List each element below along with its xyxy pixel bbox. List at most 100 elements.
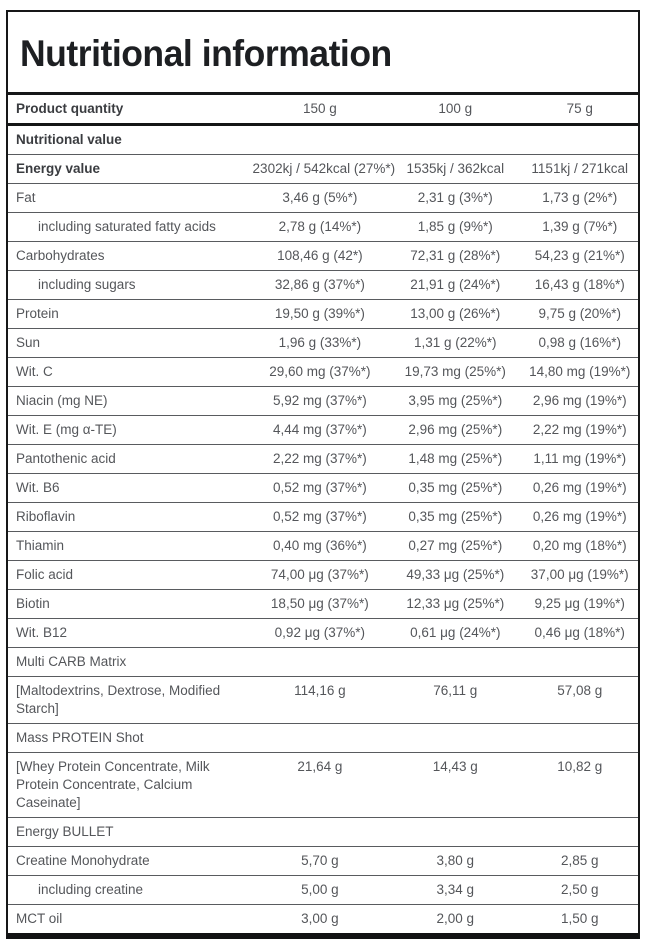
section-row: Multi CARB Matrix: [8, 648, 638, 677]
section-label: Energy BULLET: [16, 824, 114, 839]
row-value-75g: 1,50 g: [560, 911, 599, 926]
table-row: including saturated fatty acids 2,78 g (1…: [8, 213, 638, 242]
row-value-100g: 21,91 g (24%*): [410, 277, 501, 292]
table-body: Nutritional value Energy value 2302kj / 54…: [8, 125, 638, 934]
table-row: Wit. C 29,60 mg (37%*) 19,73 mg (25%*) 14,8…: [8, 358, 638, 387]
row-value-100g: 49,33 μg (25%*): [406, 567, 505, 582]
row-value-100g: 1535kj / 362kcal: [406, 161, 505, 176]
header-quantity-75g: 75 g: [566, 101, 593, 116]
row-value-150g: 5,70 g: [301, 853, 339, 868]
row-value-100g: 0,61 μg (24%*): [410, 625, 501, 640]
section-label: Mass PROTEIN Shot: [16, 730, 144, 745]
row-value-75g: 0,26 mg (19%*): [532, 509, 627, 524]
row-value-75g: 0,26 mg (19%*): [532, 480, 627, 495]
row-value-150g: 32,86 g (37%*): [274, 277, 365, 292]
table-row: Pantothenic acid 2,22 mg (37%*) 1,48 mg (2…: [8, 445, 638, 474]
row-value-75g: 2,85 g: [560, 853, 599, 868]
table-row: Wit. B12 0,92 μg (37%*) 0,61 μg (24%*) 0,46…: [8, 619, 638, 648]
row-value-75g: 54,23 g (21%*): [534, 248, 625, 263]
table-row: MCT oil 3,00 g 2,00 g 1,50 g: [8, 905, 638, 934]
row-value-100g: 12,33 μg (25%*): [406, 596, 505, 611]
table-row: Riboflavin 0,52 mg (37%*) 0,35 mg (25%*) 0,…: [8, 503, 638, 532]
row-value-100g: 0,35 mg (25%*): [408, 480, 503, 495]
table-row: Folic acid 74,00 μg (37%*) 49,33 μg (25%*)…: [8, 561, 638, 590]
row-value-150g: 4,44 mg (37%*): [272, 422, 367, 437]
row-value-75g: 9,75 g (20%*): [538, 306, 621, 321]
row-value-150g: 2,78 g (14%*): [278, 219, 362, 234]
row-value-100g: 1,31 g (22%*): [414, 335, 497, 350]
header-row: Product quantity 150 g 100 g 75 g: [8, 95, 638, 125]
row-value-100g: 19,73 mg (25%*): [404, 364, 506, 379]
row-value-100g: 2,96 mg (25%*): [408, 422, 503, 437]
row-value-100g: 14,43 g: [432, 759, 478, 774]
row-value-75g: 0,46 μg (18%*): [534, 625, 625, 640]
table-row: Wit. B6 0,52 mg (37%*) 0,35 mg (25%*) 0,26 …: [8, 474, 638, 503]
row-value-150g: 21,64 g: [297, 759, 343, 774]
row-label: Fat: [16, 190, 36, 205]
row-value-150g: 74,00 μg (37%*): [270, 567, 369, 582]
row-value-150g: 1,96 g (33%*): [278, 335, 362, 350]
row-value-150g: 2302kj / 542kcal (27%*): [252, 161, 396, 176]
header-quantity-150g: 150 g: [302, 101, 337, 116]
section-row: Mass PROTEIN Shot: [8, 724, 638, 753]
row-value-100g: 2,31 g (3%*): [417, 190, 493, 205]
row-label: Niacin (mg NE): [16, 393, 108, 408]
row-value-75g: 10,82 g: [557, 759, 603, 774]
section-row: Nutritional value: [8, 125, 638, 155]
row-value-75g: 37,00 μg (19%*): [530, 567, 629, 582]
row-value-150g: 0,52 mg (37%*): [272, 509, 367, 524]
row-value-100g: 1,85 g (9%*): [417, 219, 493, 234]
row-label: MCT oil: [16, 911, 63, 926]
row-value-150g: 0,92 μg (37%*): [274, 625, 365, 640]
row-value-100g: 13,00 g (26%*): [410, 306, 501, 321]
row-value-150g: 19,50 g (39%*): [274, 306, 365, 321]
row-value-75g: 0,98 g (16%*): [538, 335, 621, 350]
table-row: Energy value 2302kj / 542kcal (27%*) 1535k…: [8, 155, 638, 184]
section-label: Multi CARB Matrix: [16, 654, 127, 669]
page-title: Nutritional information: [20, 33, 392, 74]
title-box: Nutritional information: [8, 12, 638, 95]
row-value-75g: 57,08 g: [557, 683, 603, 698]
row-value-100g: 0,27 mg (25%*): [408, 538, 503, 553]
section-row: Energy BULLET: [8, 818, 638, 847]
row-label: Riboflavin: [16, 509, 76, 524]
row-label: Wit. C: [16, 364, 53, 379]
row-label: Energy value: [16, 161, 101, 176]
section-label: Nutritional value: [16, 132, 122, 147]
row-label: Folic acid: [16, 567, 74, 582]
table-row: Biotin 18,50 μg (37%*) 12,33 μg (25%*) 9,25…: [8, 590, 638, 619]
row-value-150g: 0,40 mg (36%*): [272, 538, 367, 553]
table-row: Creatine Monohydrate 5,70 g 3,80 g 2,85 g: [8, 847, 638, 876]
row-label: Protein: [16, 306, 59, 321]
row-value-75g: 16,43 g (18%*): [534, 277, 625, 292]
row-label: Creatine Monohydrate: [16, 853, 150, 868]
table-row: [Maltodextrins, Dextrose, Modified Starc…: [8, 677, 638, 724]
row-value-150g: 114,16 g: [294, 683, 346, 698]
row-value-150g: 29,60 mg (37%*): [269, 364, 371, 379]
row-label: Thiamin: [16, 538, 65, 553]
row-value-150g: 18,50 μg (37%*): [270, 596, 369, 611]
row-value-150g: 3,00 g: [301, 911, 339, 926]
row-value-150g: 5,92 mg (37%*): [272, 393, 367, 408]
row-value-150g: 0,52 mg (37%*): [272, 480, 367, 495]
row-label: Wit. B6: [16, 480, 60, 495]
table-row: Thiamin 0,40 mg (36%*) 0,27 mg (25%*) 0,20 …: [8, 532, 638, 561]
row-value-100g: 76,11 g: [433, 683, 478, 698]
row-value-100g: 72,31 g (28%*): [410, 248, 501, 263]
table-row: Sun 1,96 g (33%*) 1,31 g (22%*) 0,98 g (16%…: [8, 329, 638, 358]
row-value-100g: 3,34 g: [436, 882, 475, 897]
table-row: Wit. E (mg α-TE) 4,44 mg (37%*) 2,96 mg (2…: [8, 416, 638, 445]
table-row: Niacin (mg NE) 5,92 mg (37%*) 3,95 mg (25%…: [8, 387, 638, 416]
table-row: including sugars 32,86 g (37%*) 21,91 g (2…: [8, 271, 638, 300]
row-label: Biotin: [16, 596, 50, 611]
row-label: Wit. E (mg α-TE): [16, 422, 117, 437]
row-value-75g: 9,25 μg (19%*): [534, 596, 625, 611]
header-quantity-100g: 100 g: [438, 101, 473, 116]
row-value-150g: 2,22 mg (37%*): [272, 451, 367, 466]
row-value-75g: 14,80 mg (19%*): [529, 364, 631, 379]
row-value-75g: 0,20 mg (18%*): [532, 538, 627, 553]
row-label: including saturated fatty acids: [38, 219, 216, 234]
row-value-75g: 2,96 mg (19%*): [532, 393, 627, 408]
table-row: including creatine 5,00 g 3,34 g 2,50 g: [8, 876, 638, 905]
row-label: Sun: [16, 335, 41, 350]
